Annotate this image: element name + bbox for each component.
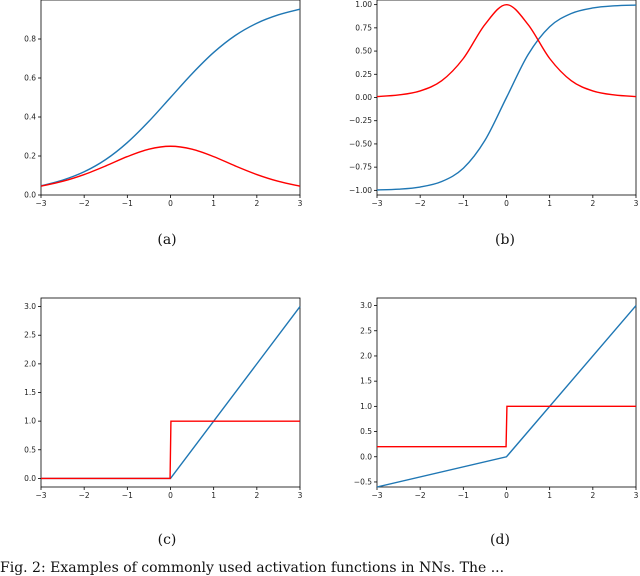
y-tick-label-c: 0.0: [24, 474, 36, 483]
function-line-a: [40, 8, 301, 187]
x-tick-label-d: −2: [415, 491, 426, 500]
x-tick-label-c: −1: [122, 491, 133, 500]
y-tick-label-b: −0.25: [349, 116, 372, 125]
y-tick-label-c: 2.0: [24, 359, 36, 368]
caption-d: (d): [490, 532, 510, 548]
chart-panel-b: −3 −2 −1 0 1 2 3 −1.00 −0.75 −0.50 −0.25 0.00 0.25 0.…: [320, 0, 640, 260]
y-tick-label-b: 0.50: [355, 47, 372, 56]
x-tick-label-b: −2: [415, 199, 426, 208]
x-tick-label-b: 2: [590, 199, 595, 208]
chart-b-svg: −3 −2 −1 0 1 2 3 −1.00 −0.75 −0.50 −0.25 0.00 0.25 0.…: [349, 0, 639, 208]
x-tick-label-a: 1: [211, 199, 216, 208]
y-tick-label-d: 3.0: [360, 301, 372, 310]
y-tick-label-c: 1.5: [24, 388, 36, 397]
x-tick-label-a: 0: [168, 199, 173, 208]
derivative-line-b: [376, 3, 637, 98]
x-tick-label-c: 1: [211, 491, 216, 500]
x-tick-label-c: −2: [79, 491, 90, 500]
y-tick-label-b: 0.75: [355, 23, 372, 32]
chart-panel-a: −3 −2 −1 0 1 2 3 0.0 0.2 0.4 0.6 0.8 (a): [0, 0, 320, 260]
y-tick-label-d: 1.0: [360, 402, 372, 411]
y-tick-label-c: 0.5: [24, 445, 36, 454]
x-tick-label-a: −1: [122, 199, 133, 208]
y-tick-label-d: 2.0: [360, 351, 372, 360]
y-tick-label-b: −1.00: [349, 186, 372, 195]
x-tick-label-a: 3: [298, 199, 303, 208]
x-tick-label-c: 0: [168, 491, 173, 500]
caption-c: (c): [157, 532, 177, 548]
x-tick-label-c: 3: [298, 491, 303, 500]
x-tick-label-d: 1: [547, 491, 552, 500]
y-tick-label-a: 0.6: [24, 74, 36, 83]
y-tick-label-d: 1.5: [360, 377, 372, 386]
x-tick-label-b: 0: [504, 199, 509, 208]
y-tick-label-b: 0.00: [355, 93, 372, 102]
figure-caption: Fig. 2: Examples of commonly used activa…: [0, 560, 505, 576]
y-tick-label-c: 2.5: [24, 331, 36, 340]
y-tick-label-a: 0.2: [24, 152, 36, 161]
x-tick-label-a: −2: [79, 199, 90, 208]
y-tick-label-d: 0.5: [360, 427, 372, 436]
y-tick-label-a: 0.0: [24, 191, 36, 200]
x-tick-label-d: −1: [458, 491, 469, 500]
y-tick-label-d: 2.5: [360, 326, 372, 335]
y-tick-label-b: 1.00: [355, 0, 372, 9]
function-line-b: [376, 4, 637, 191]
function-line-d: [376, 305, 637, 488]
chart-c-svg: −3 −2 −1 0 1 2 3 0.0 0.5 1.0 1.5 2.0 2.5 3.0: [24, 297, 303, 500]
caption-b: (b): [495, 232, 515, 248]
x-tick-label-c: 2: [254, 491, 259, 500]
y-tick-label-a: 0.4: [24, 113, 36, 122]
y-tick-label-b: 0.25: [355, 70, 372, 79]
chart-panel-c: −3 −2 −1 0 1 2 3 0.0 0.5 1.0 1.5 2.0 2.5 3.0: [0, 288, 320, 558]
derivative-line-d: [377, 405, 636, 448]
x-tick-label-d: 0: [504, 491, 509, 500]
y-tick-label-a: 0.8: [24, 35, 36, 44]
x-tick-label-d: −3: [371, 491, 382, 500]
chart-a-svg: −3 −2 −1 0 1 2 3 0.0 0.2 0.4 0.6 0.8: [24, 0, 303, 208]
x-tick-label-d: 2: [590, 491, 595, 500]
x-tick-label-b: −3: [371, 199, 382, 208]
chart-panel-d: −3 −2 −1 0 1 2 3 −0.5 0.0 0.5 1.0 1.5 2.0 2.5 3.0: [320, 288, 640, 558]
x-tick-label-b: −1: [458, 199, 469, 208]
y-tick-label-b: −0.75: [349, 163, 372, 172]
chart-d-svg: −3 −2 −1 0 1 2 3 −0.5 0.0 0.5 1.0 1.5 2.0 2.5 3.0: [354, 297, 639, 500]
x-tick-label-d: 3: [634, 491, 639, 500]
caption-a: (a): [157, 232, 177, 248]
y-tick-label-c: 3.0: [24, 302, 36, 311]
y-tick-label-d: 0.0: [360, 452, 372, 461]
y-tick-label-d: −0.5: [354, 477, 372, 486]
x-tick-label-b: 3: [634, 199, 639, 208]
x-tick-label-c: −3: [35, 491, 46, 500]
x-tick-label-b: 1: [547, 199, 552, 208]
y-tick-label-b: −0.50: [349, 139, 372, 148]
derivative-line-a: [40, 145, 301, 187]
derivative-line-c: [41, 420, 300, 480]
y-tick-label-c: 1.0: [24, 417, 36, 426]
x-tick-label-a: −3: [35, 199, 46, 208]
x-tick-label-a: 2: [254, 199, 259, 208]
plot-frame-d: [376, 297, 637, 488]
